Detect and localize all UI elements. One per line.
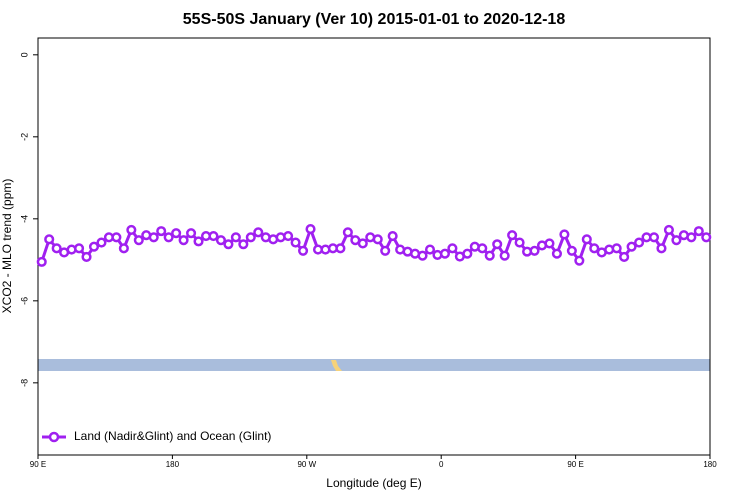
data-point [88, 241, 100, 252]
data-point [656, 243, 667, 254]
data-point [589, 243, 600, 254]
data-point [253, 227, 264, 238]
data-point [372, 234, 383, 245]
data-point [634, 237, 645, 248]
data-point [290, 237, 301, 248]
data-point [163, 232, 174, 243]
data-point [686, 232, 697, 243]
data-point [178, 235, 189, 246]
data-point [44, 234, 55, 245]
data-point [74, 243, 85, 254]
data-point [133, 235, 144, 246]
data-point [245, 232, 256, 243]
data-point [357, 238, 368, 249]
x-tick-label: 90 W [297, 460, 316, 469]
data-point [335, 243, 346, 254]
data-point [126, 224, 137, 235]
data-point [514, 237, 525, 248]
data-point [156, 226, 167, 237]
data-point [663, 224, 674, 235]
data-point [193, 236, 204, 247]
data-point [417, 250, 428, 261]
data-point [648, 232, 660, 243]
data-point [447, 243, 458, 254]
y-axis-label: XCO2 - MLO trend (ppm) [0, 179, 14, 314]
data-point [507, 230, 518, 241]
y-tick-label: -4 [19, 215, 29, 223]
data-point [626, 241, 637, 252]
data-point [283, 230, 294, 242]
data-point [693, 226, 704, 237]
data-point [51, 243, 62, 254]
data-point [611, 243, 622, 254]
data-point [544, 238, 555, 249]
data-point [215, 235, 226, 246]
data-point [439, 248, 450, 259]
data-point [387, 230, 398, 242]
data-point [701, 232, 712, 243]
data-point [484, 250, 495, 261]
x-tick-label: 90 E [567, 460, 583, 469]
data-point [574, 255, 585, 266]
data-point [559, 229, 570, 240]
data-point [111, 232, 122, 243]
data-point [529, 245, 540, 256]
data-point [36, 256, 47, 267]
data-point [581, 234, 592, 245]
data-point [477, 243, 488, 254]
y-tick-label: -6 [19, 297, 29, 305]
data-point [148, 232, 159, 243]
x-tick-label: 90 E [30, 460, 46, 469]
data-point [208, 230, 219, 242]
data-point [342, 227, 353, 238]
x-axis-label: Longitude (deg E) [326, 476, 421, 490]
data-point [223, 239, 234, 250]
x-tick-label: 0 [439, 460, 444, 469]
data-point [186, 228, 197, 239]
data-point [118, 243, 129, 254]
data-point [298, 245, 309, 256]
data-point [551, 248, 562, 259]
y-tick-label: 0 [19, 52, 29, 57]
x-tick-label: 180 [703, 460, 717, 469]
data-point [96, 237, 107, 248]
land-patch [331, 360, 342, 371]
x-tick-label: 180 [166, 460, 180, 469]
y-tick-label: -2 [19, 133, 29, 141]
data-point [171, 228, 182, 239]
chart-title: 55S-50S January (Ver 10) 2015-01-01 to 2… [183, 11, 566, 28]
legend-marker [48, 431, 60, 443]
data-point [671, 235, 682, 246]
data-point [380, 245, 391, 256]
plot-frame [37, 37, 711, 456]
legend-label: Land (Nadir&Glint) and Ocean (Glint) [74, 429, 271, 443]
data-point [305, 224, 316, 235]
data-point [238, 239, 249, 250]
data-point [462, 248, 473, 259]
map-strip [38, 359, 710, 371]
data-point [424, 244, 436, 255]
data-point [230, 232, 241, 243]
data-point [499, 250, 510, 261]
data-point [566, 245, 577, 256]
data-point [81, 251, 92, 263]
data-point [619, 251, 630, 263]
data-point [492, 239, 503, 250]
y-tick-label: -8 [19, 379, 29, 387]
